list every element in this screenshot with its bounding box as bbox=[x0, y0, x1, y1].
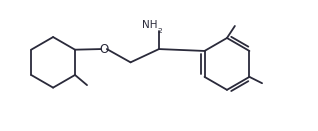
Text: NH: NH bbox=[142, 20, 157, 30]
Text: O: O bbox=[99, 43, 108, 56]
Text: 2: 2 bbox=[158, 28, 162, 34]
